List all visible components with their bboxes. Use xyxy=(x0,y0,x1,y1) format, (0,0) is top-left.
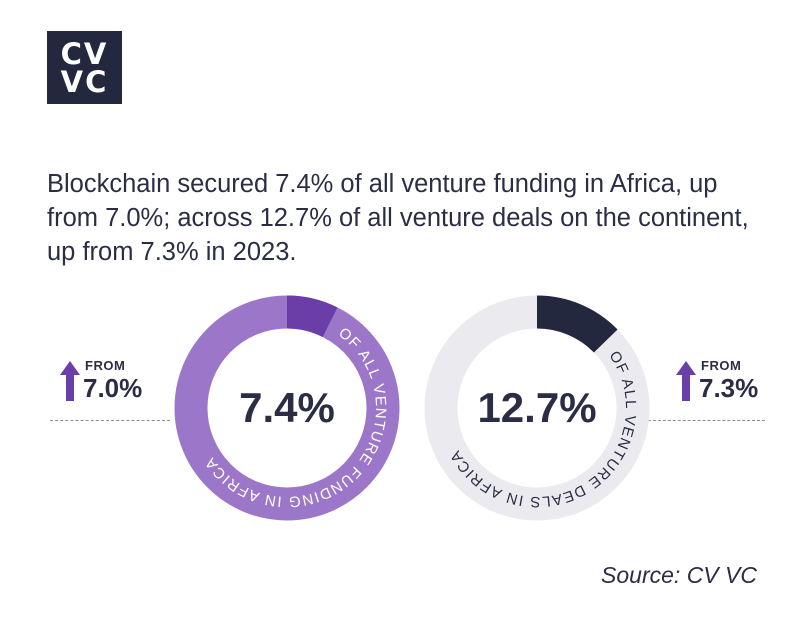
cvvc-logo: CV VC xyxy=(47,31,122,104)
right-divider xyxy=(648,420,765,421)
logo-line-1: CV xyxy=(60,36,109,71)
funding-previous-value: 7.0% xyxy=(83,373,143,403)
source-credit: Source: CV VC xyxy=(601,562,757,588)
funding-from-label: FROM xyxy=(85,358,126,373)
logo-line-2: VC xyxy=(60,64,109,99)
left-divider xyxy=(50,420,170,421)
deals-from-label: FROM xyxy=(701,358,742,373)
donut-slice-highlight xyxy=(536,295,618,353)
funding-delta: FROM 7.0% xyxy=(60,355,170,405)
up-arrow-icon xyxy=(60,361,80,401)
up-arrow-icon xyxy=(676,361,696,401)
headline: Blockchain secured 7.4% of all venture f… xyxy=(47,170,749,266)
donut-center-value: 7.4% xyxy=(239,384,335,431)
donut-slice-highlight xyxy=(286,295,338,338)
donut-center-value: 12.7% xyxy=(477,384,596,431)
deals-delta: FROM 7.3% xyxy=(676,355,786,405)
deals-previous-value: 7.3% xyxy=(699,373,759,403)
